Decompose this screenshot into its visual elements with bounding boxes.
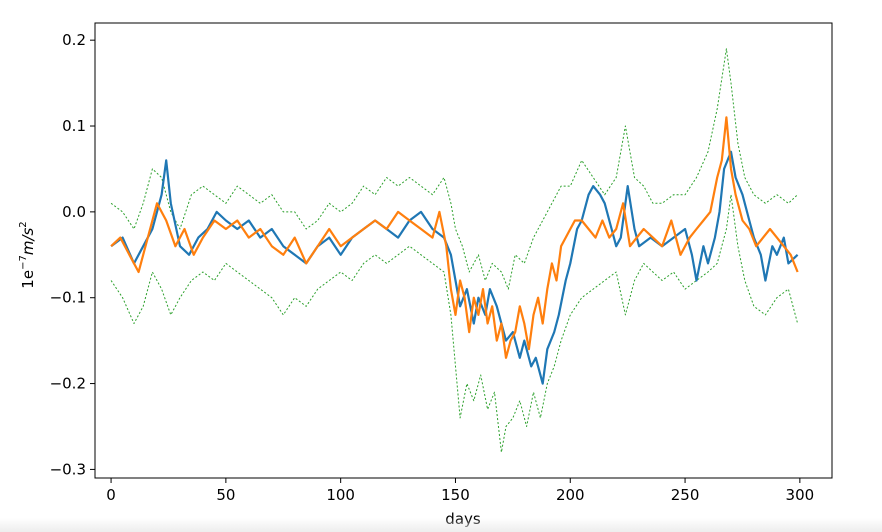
series-line-1 — [110, 116, 799, 359]
y-tick-label: −0.3 — [50, 460, 86, 478]
series-layer — [110, 48, 799, 453]
x-tick-label: 0 — [106, 486, 116, 504]
y-tick-label: 0.1 — [62, 117, 86, 135]
y-tick-label: 0.0 — [62, 203, 86, 221]
x-tick-label: 300 — [786, 486, 815, 504]
x-tick-label: 200 — [556, 486, 585, 504]
plot-frame — [94, 22, 833, 479]
y-axis-label: 1e−7m/s2 — [18, 221, 37, 288]
y-axis-label-base: 1e — [19, 270, 37, 289]
y-tick-label: −0.1 — [50, 289, 86, 307]
y-tick-label: −0.2 — [50, 375, 86, 393]
series-line-3 — [110, 194, 799, 453]
y-axis-label-exp: −7 — [18, 255, 29, 270]
x-axis: 0 50 100 150 200 250 300 — [106, 478, 814, 504]
y-axis-label-unit-exp: 2 — [18, 221, 29, 227]
x-tick-label: 100 — [326, 486, 355, 504]
y-tick-label: 0.2 — [62, 31, 86, 49]
x-tick-label: 50 — [216, 486, 235, 504]
x-axis-label: days — [445, 510, 481, 528]
y-axis-label-unit: m/s — [19, 227, 37, 255]
y-axis: −0.3 −0.2 −0.1 0.0 0.1 0.2 — [50, 31, 95, 478]
x-tick-label: 250 — [671, 486, 700, 504]
series-line-0 — [110, 150, 799, 385]
x-tick-label: 150 — [441, 486, 470, 504]
